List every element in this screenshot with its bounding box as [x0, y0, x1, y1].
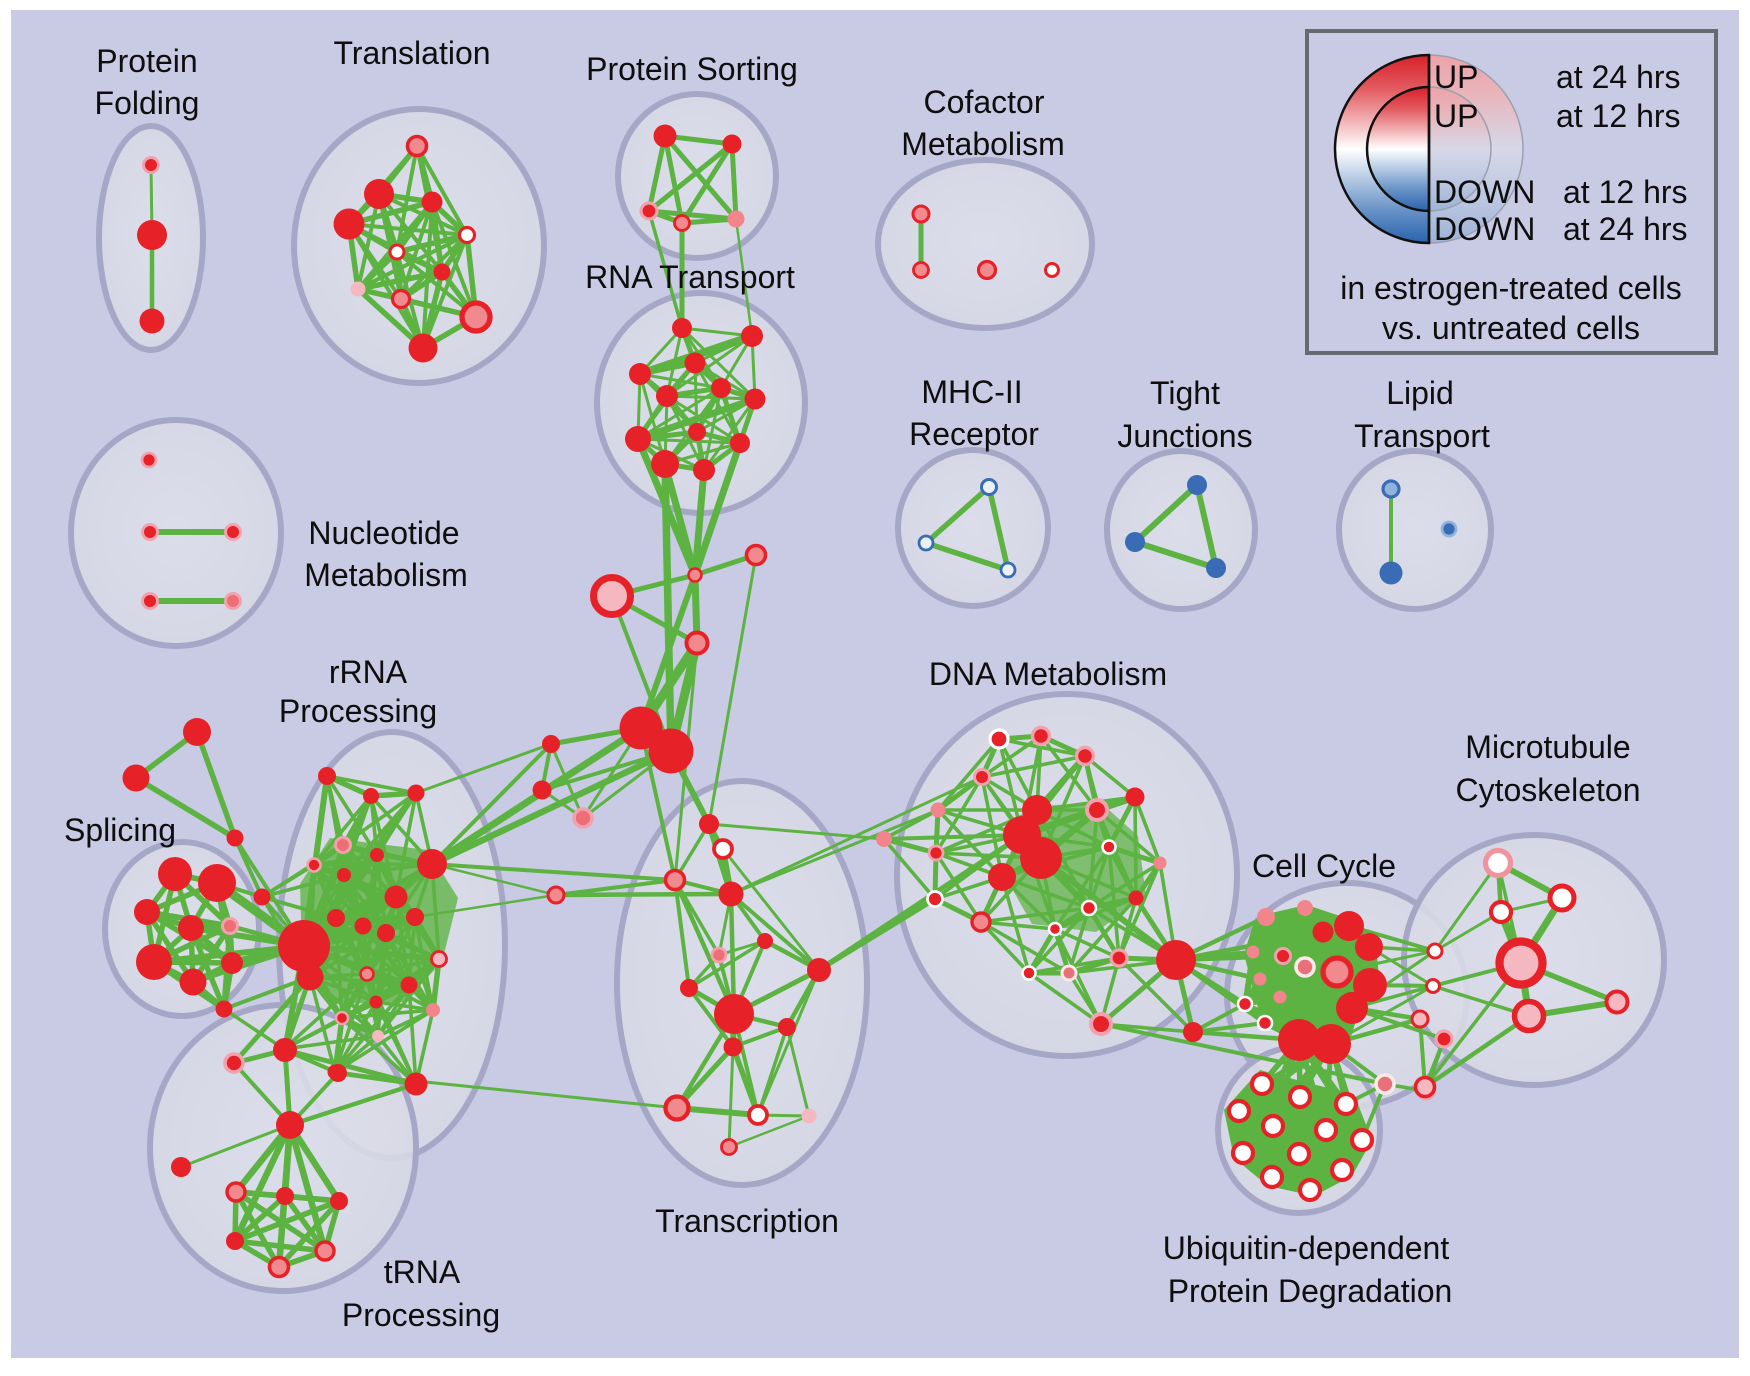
svg-text:Transport: Transport — [1354, 418, 1490, 454]
svg-text:DOWN: DOWN — [1434, 174, 1535, 210]
svg-text:Microtubule: Microtubule — [1465, 729, 1630, 765]
svg-text:UP: UP — [1434, 59, 1478, 95]
svg-text:Processing: Processing — [342, 1297, 500, 1333]
svg-text:Ubiquitin-dependent: Ubiquitin-dependent — [1163, 1230, 1450, 1266]
svg-text:at 24 hrs: at 24 hrs — [1563, 211, 1688, 247]
svg-text:at 24 hrs: at 24 hrs — [1556, 59, 1681, 95]
svg-text:RNA Transport: RNA Transport — [585, 259, 795, 295]
svg-text:at 12 hrs: at 12 hrs — [1556, 98, 1681, 134]
svg-text:tRNA: tRNA — [384, 1254, 461, 1290]
svg-text:Cofactor: Cofactor — [924, 84, 1045, 120]
svg-text:vs. untreated cells: vs. untreated cells — [1382, 310, 1640, 346]
svg-text:Metabolism: Metabolism — [901, 126, 1065, 162]
svg-text:Translation: Translation — [333, 35, 490, 71]
svg-text:Receptor: Receptor — [909, 416, 1039, 452]
svg-text:Transcription: Transcription — [655, 1203, 839, 1239]
svg-text:Splicing: Splicing — [64, 812, 176, 848]
svg-text:Protein Sorting: Protein Sorting — [586, 51, 798, 87]
svg-text:UP: UP — [1434, 98, 1478, 134]
svg-text:rRNA: rRNA — [329, 654, 408, 690]
svg-text:Folding: Folding — [95, 85, 200, 121]
svg-text:Processing: Processing — [279, 693, 437, 729]
svg-text:Protein Degradation: Protein Degradation — [1168, 1273, 1453, 1309]
svg-text:in estrogen-treated cells: in estrogen-treated cells — [1340, 270, 1682, 306]
svg-text:Lipid: Lipid — [1386, 375, 1454, 411]
svg-text:at 12 hrs: at 12 hrs — [1563, 174, 1688, 210]
svg-text:MHC-II: MHC-II — [921, 374, 1022, 410]
svg-text:Junctions: Junctions — [1117, 418, 1252, 454]
svg-text:Cytoskeleton: Cytoskeleton — [1456, 772, 1641, 808]
svg-text:Protein: Protein — [96, 43, 197, 79]
svg-text:DOWN: DOWN — [1434, 211, 1535, 247]
svg-text:Cell Cycle: Cell Cycle — [1252, 848, 1396, 884]
svg-text:Metabolism: Metabolism — [304, 557, 468, 593]
svg-text:Nucleotide: Nucleotide — [308, 515, 459, 551]
svg-text:DNA Metabolism: DNA Metabolism — [929, 656, 1167, 692]
svg-text:Tight: Tight — [1150, 375, 1220, 411]
